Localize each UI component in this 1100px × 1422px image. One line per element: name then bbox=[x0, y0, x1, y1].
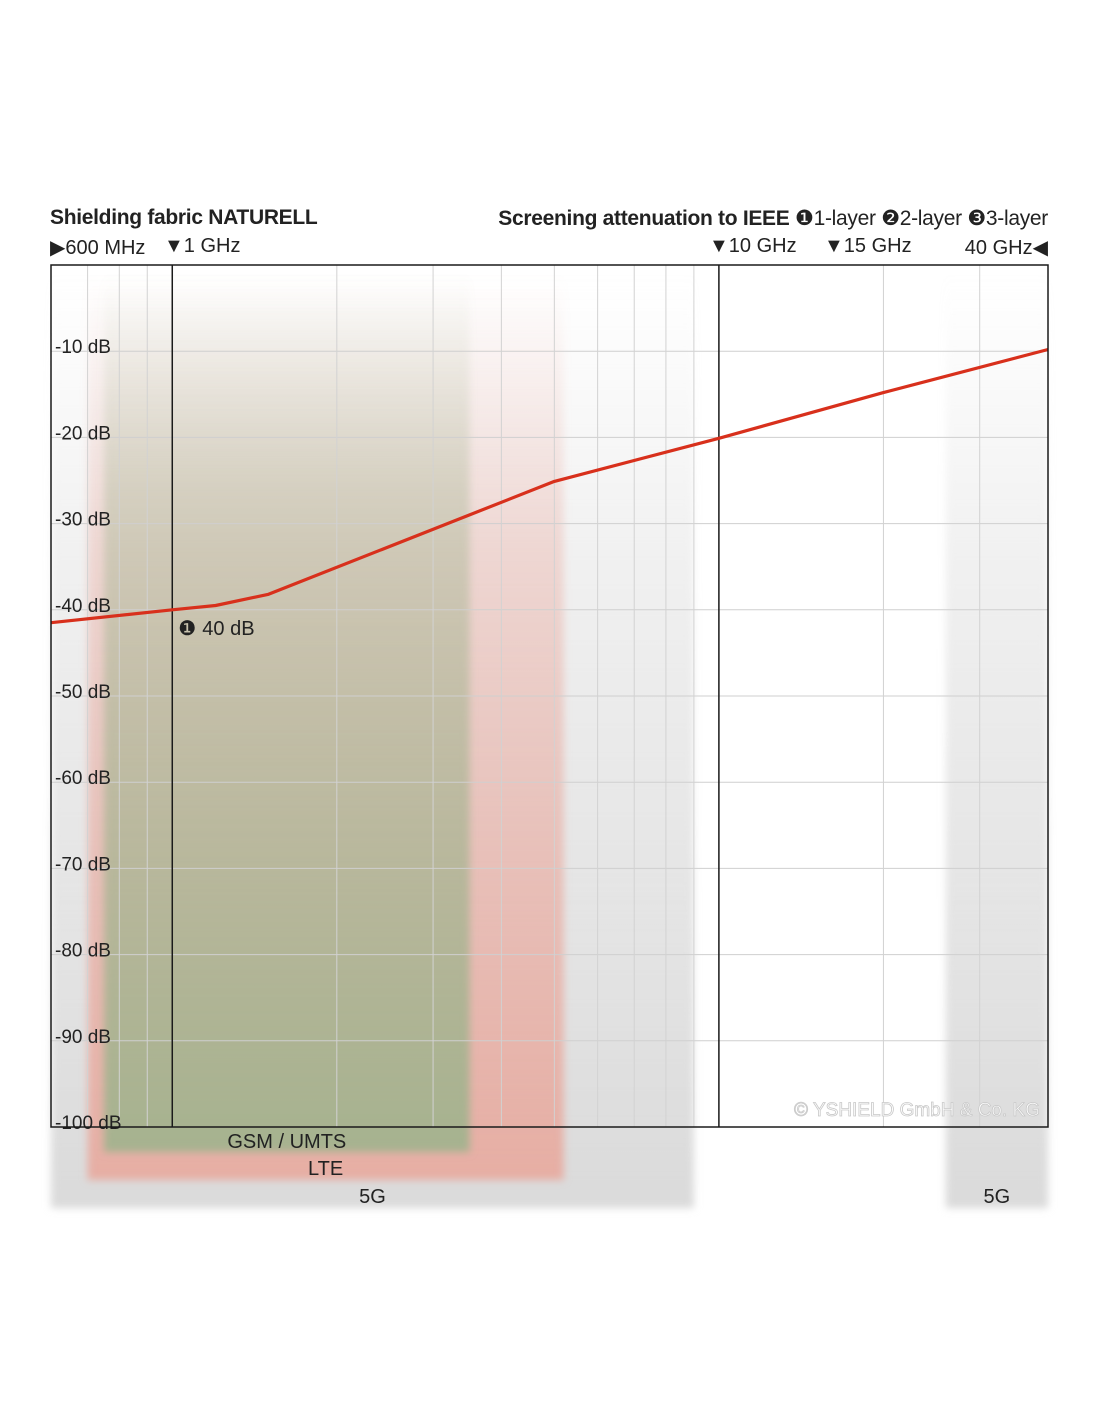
y-tick-label: -40 dB bbox=[55, 596, 111, 617]
marker-600mhz: ▶600 MHz bbox=[50, 235, 145, 260]
layer-1-label: 1-layer bbox=[813, 207, 876, 230]
y-tick-label: -50 dB bbox=[55, 682, 111, 703]
layer-2-glyph: ❷ bbox=[881, 207, 900, 230]
y-tick-label: -90 dB bbox=[55, 1027, 111, 1048]
chart-subtitle: Screening attenuation to IEEE ❶1-layer ❷… bbox=[498, 206, 1048, 231]
marker-1ghz: ▼1 GHz bbox=[164, 235, 240, 258]
layer-2-label: 2-layer bbox=[899, 207, 962, 230]
plot-frame bbox=[50, 264, 1049, 1128]
triangle-right-icon: ▶ bbox=[50, 237, 66, 259]
y-tick-label: -30 dB bbox=[55, 510, 111, 531]
marker-600mhz-label: 600 MHz bbox=[65, 237, 146, 259]
marker-15ghz: ▼15 GHz bbox=[824, 235, 912, 258]
band-gsm-umts bbox=[103, 275, 470, 1152]
triangle-down-icon: ▼ bbox=[164, 235, 184, 257]
layer-3-label: 3-layer bbox=[985, 207, 1048, 230]
y-tick-label: -60 dB bbox=[55, 768, 111, 789]
y-tick-label: -10 dB bbox=[55, 337, 111, 358]
watermark: © YSHIELD GmbH & Co. KG bbox=[794, 1100, 1040, 1121]
axis-labels: 5G 5G LTE GSM / UMTS -10 dB -20 dB -30 dB -40 d… bbox=[55, 337, 1040, 1208]
marker-10ghz-label: 10 GHz bbox=[728, 235, 797, 257]
triangle-down-icon: ▼ bbox=[709, 235, 729, 257]
marker-40ghz: 40 GHz◀ bbox=[965, 235, 1048, 260]
subtitle-label: Screening attenuation to IEEE bbox=[498, 207, 790, 230]
y-tick-label: -20 dB bbox=[55, 423, 111, 444]
y-tick-label: -100 dB bbox=[55, 1113, 122, 1134]
layer-1-glyph: ❶ bbox=[795, 207, 814, 230]
marker-10ghz: ▼10 GHz bbox=[709, 235, 797, 258]
annotation-glyph: ❶ bbox=[178, 616, 196, 640]
marker-40ghz-label: 40 GHz bbox=[964, 237, 1033, 259]
frequency-bands bbox=[51, 275, 1048, 1208]
data-series bbox=[50, 347, 1049, 625]
chart-title: Shielding fabric NATURELL bbox=[50, 206, 318, 229]
y-tick-label: -80 dB bbox=[55, 941, 111, 962]
triangle-left-icon: ◀ bbox=[1032, 237, 1048, 259]
series-line bbox=[50, 347, 1049, 625]
band-label: GSM / UMTS bbox=[227, 1131, 346, 1153]
y-tick-label: -70 dB bbox=[55, 854, 111, 875]
layer-3-glyph: ❸ bbox=[967, 207, 986, 230]
band-label: LTE bbox=[308, 1158, 343, 1180]
triangle-down-icon: ▼ bbox=[824, 235, 844, 257]
marker-1ghz-label: 1 GHz bbox=[183, 235, 241, 257]
marker-15ghz-label: 15 GHz bbox=[843, 235, 912, 257]
band-5g bbox=[945, 275, 1048, 1208]
band-label: 5G bbox=[984, 1186, 1011, 1208]
annotation-label: 40 dB bbox=[202, 618, 254, 640]
band-label: 5G bbox=[359, 1186, 386, 1208]
